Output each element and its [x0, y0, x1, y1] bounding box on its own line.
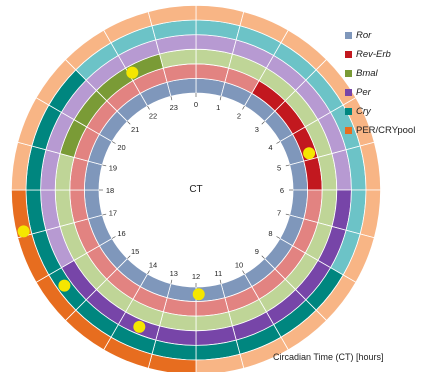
phase-marker	[303, 147, 316, 160]
legend-swatch-rev-erb	[345, 51, 352, 58]
hour-label: 8	[268, 229, 272, 238]
hour-label: 5	[277, 164, 281, 173]
hour-label: 22	[149, 112, 157, 121]
hour-label: 2	[237, 112, 241, 121]
hour-label: 0	[194, 100, 198, 109]
hour-label: 12	[192, 272, 200, 281]
hour-label: 20	[117, 143, 125, 152]
hour-tick	[285, 213, 290, 216]
hour-tick	[111, 141, 116, 144]
phase-marker	[133, 320, 146, 333]
phase-marker	[17, 225, 30, 238]
legend-label: Ror	[356, 30, 372, 41]
legend-swatch-bmal	[345, 70, 352, 77]
legend-swatch-cry	[345, 108, 352, 115]
hour-label: 21	[131, 125, 139, 134]
hour-label: 7	[277, 208, 281, 217]
hour-label: 14	[149, 260, 157, 269]
phase-marker	[126, 66, 139, 79]
rings-layer	[10, 4, 382, 372]
hour-tick	[261, 121, 265, 125]
legend-swatch-per	[345, 89, 352, 96]
hour-label: 13	[170, 269, 178, 278]
legend-item-ror: Ror	[345, 26, 439, 45]
hour-tick	[276, 141, 281, 144]
inner-circle	[99, 93, 293, 287]
hour-tick	[242, 270, 245, 275]
axis-caption: Circadian Time (CT) [hours]	[273, 352, 384, 362]
hour-label: 10	[235, 260, 243, 269]
hour-label: 17	[109, 208, 117, 217]
legend-swatch-per-cry-pool	[345, 127, 352, 134]
hour-tick	[219, 96, 222, 101]
hour-label: 23	[170, 103, 178, 112]
hour-label: 15	[131, 247, 139, 256]
legend-label: Per	[356, 87, 371, 98]
hour-tick	[102, 213, 107, 216]
hour-label: 16	[117, 229, 125, 238]
hour-label: 9	[255, 247, 259, 256]
hour-label: 1	[216, 103, 220, 112]
legend-label: PER/CRYpool	[356, 125, 416, 136]
hour-label: 3	[255, 125, 259, 134]
hour-tick	[102, 164, 107, 167]
hour-tick	[242, 105, 245, 110]
hour-tick	[127, 255, 131, 259]
legend-label: Rev-Erb	[356, 49, 391, 60]
hour-tick	[285, 164, 290, 167]
hour-label: 18	[106, 186, 114, 195]
phase-marker	[192, 288, 205, 301]
hour-tick	[219, 279, 222, 284]
legend-item-per: Per	[345, 83, 439, 102]
legend-item-per-cry-pool: PER/CRYpool	[345, 121, 439, 140]
hour-label: 19	[109, 164, 117, 173]
hour-label: 4	[268, 143, 272, 152]
hour-label: 6	[280, 186, 284, 195]
legend-item-cry: Cry	[345, 102, 439, 121]
legend-label: Bmal	[356, 68, 378, 79]
hour-tick	[276, 236, 281, 239]
hour-tick	[261, 255, 265, 259]
hour-tick	[170, 96, 173, 101]
markers-layer	[17, 66, 316, 333]
hour-tick	[111, 236, 116, 239]
hour-tick	[170, 279, 173, 284]
phase-marker	[58, 279, 71, 292]
legend-label: Cry	[356, 106, 371, 117]
hour-tick	[147, 270, 150, 275]
hour-label: 11	[214, 269, 222, 278]
ring-per-crypool-segment	[147, 4, 197, 27]
hour-tick	[127, 121, 131, 125]
legend-item-rev-erb: Rev-Erb	[345, 45, 439, 64]
center-label: CT	[189, 184, 202, 195]
legend-item-bmal: Bmal	[345, 64, 439, 83]
legend-swatch-ror	[345, 32, 352, 39]
legend: Ror Rev-Erb Bmal Per Cry PER/CRYpool	[345, 26, 439, 140]
hour-tick	[147, 105, 150, 110]
